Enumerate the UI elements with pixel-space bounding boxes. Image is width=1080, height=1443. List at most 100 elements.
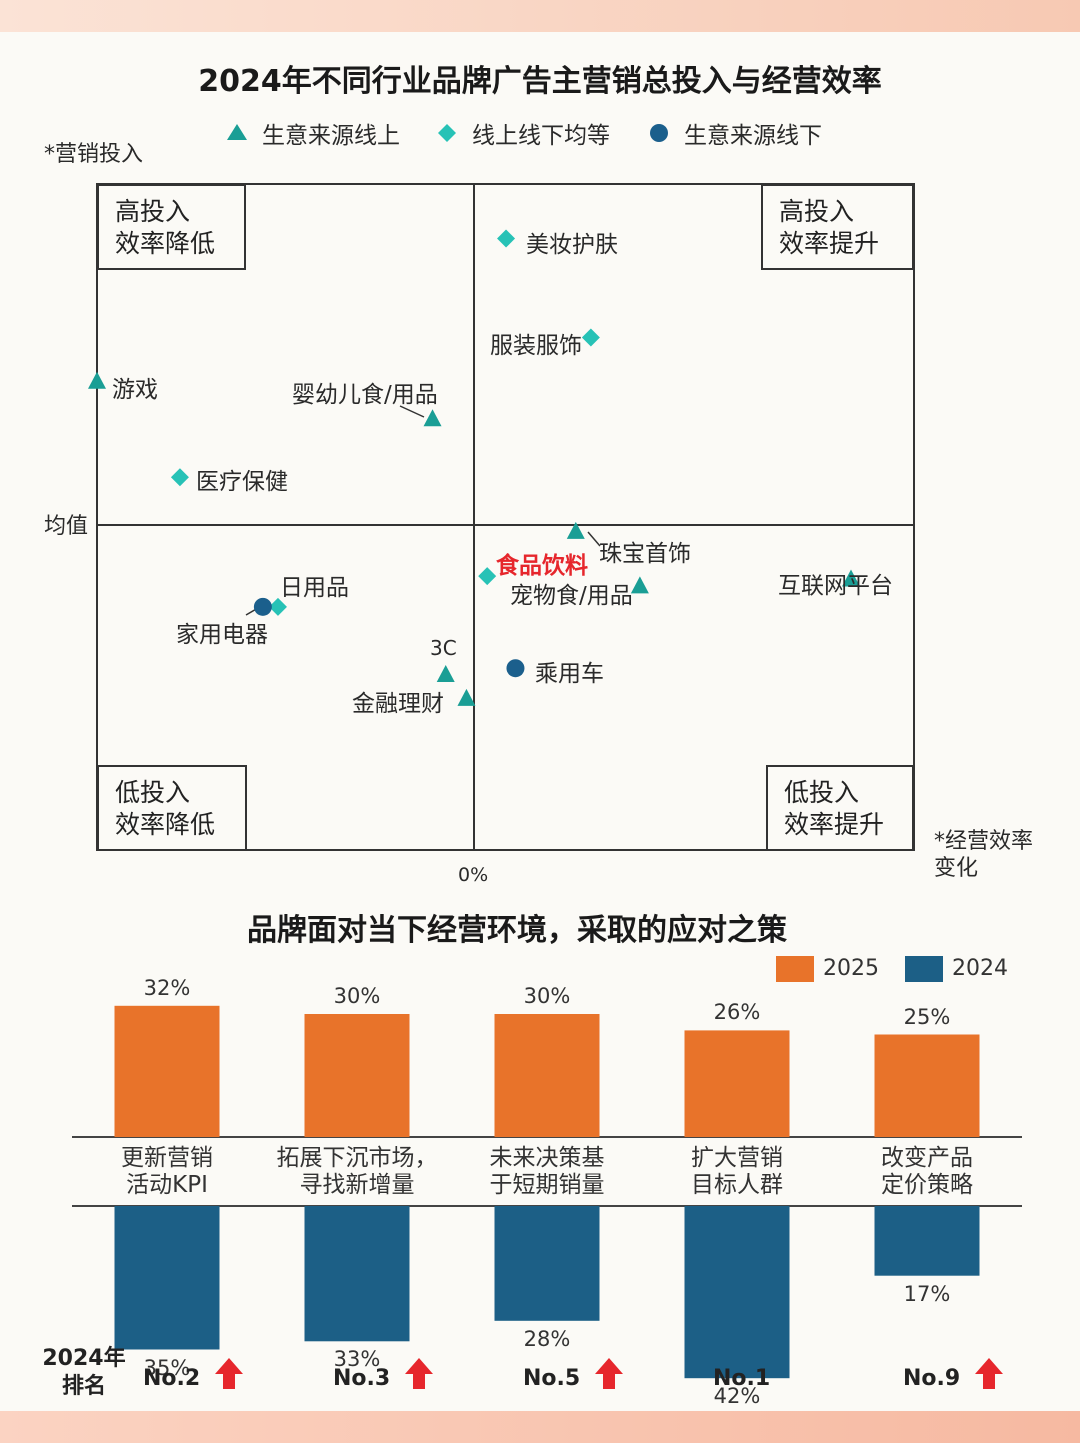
y-axis-label: *营销投入 <box>44 142 144 167</box>
x-zero-label: 0% <box>458 864 489 886</box>
category-label-line: 目标人群 <box>691 1172 783 1198</box>
category-label-line: 改变产品 <box>881 1145 973 1171</box>
bar-2024-value: 33% <box>333 1347 381 1372</box>
rank-label: No.1 <box>713 1366 771 1391</box>
scatter-point <box>436 665 455 683</box>
bar-2024 <box>874 1206 980 1276</box>
legend-swatch-2025 <box>776 956 814 982</box>
bar-2025-value: 26% <box>713 1000 761 1025</box>
point-label: 医疗保健 <box>196 469 288 495</box>
rank-title: 2024年 排名 <box>40 1345 128 1401</box>
scatter-point <box>88 371 106 389</box>
bar-2024-value: 35% <box>143 1355 191 1380</box>
bar-2025-value: 32% <box>143 975 191 1000</box>
legend-2025: 2025 <box>823 956 879 981</box>
quadrant-text: 高投入 <box>115 197 191 226</box>
scatter-point <box>253 597 272 616</box>
point-label: 婴幼儿食/用品 <box>292 382 438 408</box>
bar-2024-value: 28% <box>523 1326 571 1351</box>
up-arrow-icon <box>215 1358 243 1389</box>
x-axis-label-line2: 变化 <box>934 856 979 881</box>
scatter-point <box>478 567 497 586</box>
category-label-line: 扩大营销 <box>691 1145 783 1171</box>
bar-2025 <box>304 1014 410 1137</box>
up-arrow-icon <box>595 1358 623 1389</box>
scatter-point <box>581 328 600 347</box>
point-label: 3C <box>430 636 457 660</box>
category-label: 扩大营销 目标人群 <box>637 1145 837 1199</box>
top-decor-band <box>0 0 1080 32</box>
category-label: 未来决策基 于短期销量 <box>447 1145 647 1199</box>
bar-title: 品牌面对当下经营环境，采取的应对之策 <box>247 913 787 948</box>
rank-label: No.2 <box>143 1366 201 1391</box>
quadrant-low-up: 低投入 效率提升 <box>766 765 914 851</box>
rank-label: No.9 <box>903 1366 961 1391</box>
category-label: 更新营销 活动KPI <box>67 1145 267 1199</box>
up-arrow-icon <box>405 1358 433 1389</box>
scatter-point <box>630 576 649 594</box>
bar-2025-value: 30% <box>333 984 381 1008</box>
point-label: 金融理财 <box>352 691 444 717</box>
legend-offline: 生意来源线下 <box>684 123 822 149</box>
rank-label: No.5 <box>523 1366 581 1391</box>
scatter-point <box>842 569 860 587</box>
triangle-icon <box>226 122 248 146</box>
quadrant-text: 效率降低 <box>115 810 216 839</box>
quadrant-text: 效率提升 <box>779 229 880 258</box>
bar-2025 <box>874 1034 980 1137</box>
bar-2024 <box>494 1206 600 1321</box>
bar-2025-value: 30% <box>523 984 571 1008</box>
category-label-line: 于短期销量 <box>489 1172 605 1198</box>
bar-2024-value: 17% <box>903 1281 951 1306</box>
category-label-line: 更新营销 <box>121 1145 213 1171</box>
bar-2025 <box>494 1014 600 1137</box>
scatter-point <box>268 597 287 616</box>
category-label-line: 活动KPI <box>126 1172 208 1198</box>
x-axis-label-line1: *经营效率 <box>934 829 1034 854</box>
scatter-point <box>423 409 442 427</box>
scatter-plot <box>88 183 915 851</box>
point-label: 服装服饰 <box>490 333 582 359</box>
point-label: 宠物食/用品 <box>510 583 633 609</box>
bar-2024 <box>684 1206 790 1379</box>
y-mid-label: 均值 <box>44 514 89 539</box>
point-label: 日用品 <box>280 575 349 601</box>
point-label: 珠宝首饰 <box>599 541 691 567</box>
rank-label: No.3 <box>333 1366 391 1391</box>
scatter-point <box>506 659 525 678</box>
category-label: 拓展下沉市场， 寻找新增量 <box>257 1145 457 1199</box>
bar-2024-value: 42% <box>713 1384 761 1409</box>
legend-2024: 2024 <box>952 956 1008 981</box>
rank-title-line2: 排名 <box>61 1374 106 1399</box>
scatter-point <box>170 468 189 487</box>
quadrant-high-low: 高投入 效率降低 <box>97 184 246 270</box>
point-label: 乘用车 <box>535 661 604 687</box>
point-label: 游戏 <box>112 377 158 403</box>
bar-2025-value: 25% <box>903 1004 951 1029</box>
category-label-line: 寻找新增量 <box>299 1172 415 1198</box>
quadrant-low-low: 低投入 效率降低 <box>97 765 247 851</box>
legend-online: 生意来源线上 <box>262 123 400 149</box>
scatter-legend: 生意来源线上 线上线下均等 生意来源线下 <box>220 116 860 149</box>
bottom-decor-band <box>0 1411 1080 1443</box>
category-label: 改变产品 定价策略 <box>827 1145 1027 1199</box>
scatter-point <box>457 688 476 706</box>
bar-2025 <box>684 1030 790 1137</box>
quadrant-text: 低投入 <box>784 778 860 807</box>
legend-balanced: 线上线下均等 <box>472 123 610 149</box>
category-label-line: 拓展下沉市场， <box>276 1145 438 1171</box>
up-arrow-icon <box>975 1358 1003 1389</box>
legend-swatch-2024 <box>905 956 943 982</box>
scatter-point <box>497 229 516 248</box>
quadrant-text: 高投入 <box>779 197 855 226</box>
point-label: 美妆护肤 <box>526 232 618 258</box>
point-label-highlight: 食品饮料 <box>496 553 588 579</box>
category-label-line: 未来决策基 <box>489 1145 605 1171</box>
scatter-point <box>566 521 585 539</box>
quadrant-high-up: 高投入 效率提升 <box>761 184 914 270</box>
point-label: 家用电器 <box>176 622 268 648</box>
rank-title-line1: 2024年 <box>42 1346 126 1371</box>
point-label: 互联网平台 <box>778 573 893 599</box>
quadrant-text: 效率降低 <box>115 229 216 258</box>
